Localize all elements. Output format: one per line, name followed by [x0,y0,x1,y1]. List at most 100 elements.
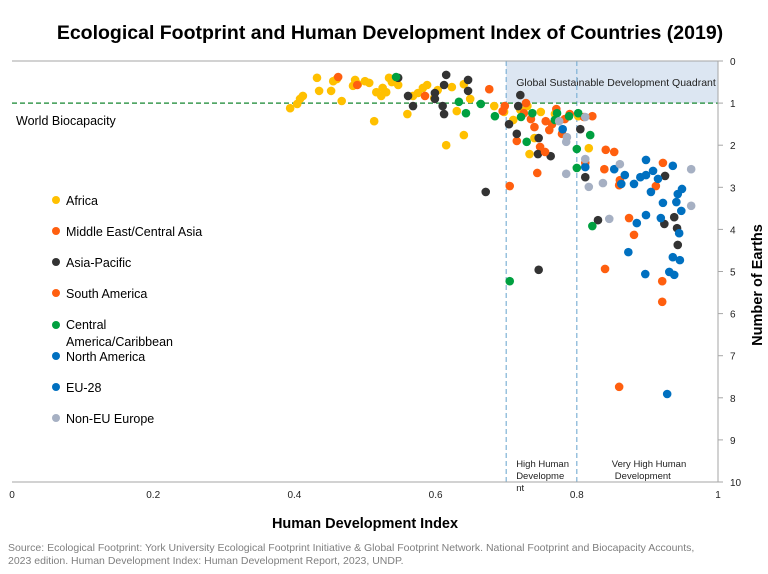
point-asia-pacific [512,129,522,139]
point-middle-east-central-asia [588,111,597,121]
point-eu-28 [658,198,668,208]
point-eu-28 [640,269,650,279]
point-middle-east-central-asia [651,181,661,191]
point-eu-28 [616,179,626,189]
source-note: Source: Ecological Footprint: York Unive… [8,542,695,567]
legend-label: Asia-Pacific [66,256,132,270]
point-asia-pacific [660,171,670,181]
point-eu-28 [641,170,651,180]
point-africa [369,116,379,126]
point-middle-east-central-asia [498,106,507,116]
point-africa [465,94,475,104]
legend-marker-icon [52,227,60,235]
legend-marker-icon [52,258,60,266]
y-tick-label: 1 [730,99,736,110]
point-central-america-caribbean [585,130,595,140]
sustainable-quadrant [506,61,718,104]
point-north-america [641,210,651,220]
point-south-america [657,297,667,307]
point-asia-pacific [534,265,543,275]
point-south-america [600,264,610,274]
y-tick-label: 9 [730,436,736,447]
point-middle-east-central-asia [601,145,611,155]
point-eu-28 [648,166,658,176]
point-south-america [657,276,667,286]
point-south-america [544,125,554,135]
point-non-eu-europe [604,214,614,224]
point-asia-pacific [438,101,447,111]
point-eu-28 [629,179,639,189]
point-central-america-caribbean [516,112,526,122]
point-middle-east-central-asia [512,136,522,146]
point-africa [298,91,308,101]
point-central-america-caribbean [522,137,531,147]
point-central-america-caribbean [490,111,500,121]
point-africa [584,143,594,153]
legend-item-north-america: North America [52,348,222,367]
point-south-america [624,213,634,223]
legend-marker-icon [52,196,60,204]
point-eu-28 [668,252,678,262]
point-africa [364,78,374,88]
point-eu-28 [669,270,679,280]
point-non-eu-europe [554,116,564,126]
point-asia-pacific [673,240,683,250]
y-axis-title: Number of Earths [750,224,766,346]
x-tick-label: 0 [9,490,15,501]
legend-marker-icon [52,383,60,391]
point-north-america [656,213,666,223]
legend-label: EU-28 [66,381,102,395]
legend-item-africa: Africa [52,192,222,211]
point-non-eu-europe [584,182,594,192]
point-non-eu-europe [686,201,696,211]
point-asia-pacific [533,149,543,159]
y-tick-label: 6 [730,310,736,321]
world-biocapacity-label: World Biocapacity [16,114,117,128]
x-tick-label: 0.2 [146,490,160,501]
point-africa [403,109,412,119]
point-middle-east-central-asia [609,147,619,157]
point-africa [314,86,324,96]
point-asia-pacific [576,124,585,134]
point-non-eu-europe [686,164,696,174]
point-asia-pacific [430,88,440,98]
point-asia-pacific [516,90,525,100]
y-tick-label: 3 [730,183,736,194]
x-tick-label: 1 [715,490,721,501]
point-africa [393,80,403,90]
point-south-america [600,164,609,174]
point-eu-28 [646,187,656,197]
point-asia-pacific [580,172,590,182]
point-asia-pacific [439,109,449,119]
point-north-america [624,247,633,257]
legend-item-eu-28: EU-28 [52,379,222,398]
point-asia-pacific [439,80,449,90]
legend-item-middle-east-central-asia: Middle East/Central Asia [52,223,222,242]
point-africa [312,73,322,83]
y-tick-label: 0 [730,57,736,68]
point-africa [525,149,534,159]
legend-label: Central America/Caribbean [66,318,173,349]
point-eu-28 [677,184,687,194]
point-central-america-caribbean [572,163,582,173]
point-asia-pacific [463,86,473,96]
very-high-hdi-label: Very High Human Development [612,459,686,482]
point-central-america-caribbean [454,97,464,107]
legend-item-non-eu-europe: Non-EU Europe [52,410,222,429]
y-tick-label: 10 [730,478,742,489]
point-non-eu-europe [615,159,625,169]
point-south-america [505,181,515,191]
point-africa [337,96,347,106]
point-africa [447,82,457,92]
point-middle-east-central-asia [352,80,362,90]
legend-label: North America [66,350,146,364]
point-asia-pacific [430,94,440,104]
point-north-america [632,218,642,228]
x-tick-label: 0.8 [570,490,584,501]
point-eu-28 [668,161,678,171]
point-middle-east-central-asia [420,91,430,101]
point-asia-pacific [463,75,473,85]
point-central-america-caribbean [461,108,471,118]
point-asia-pacific [669,212,679,222]
